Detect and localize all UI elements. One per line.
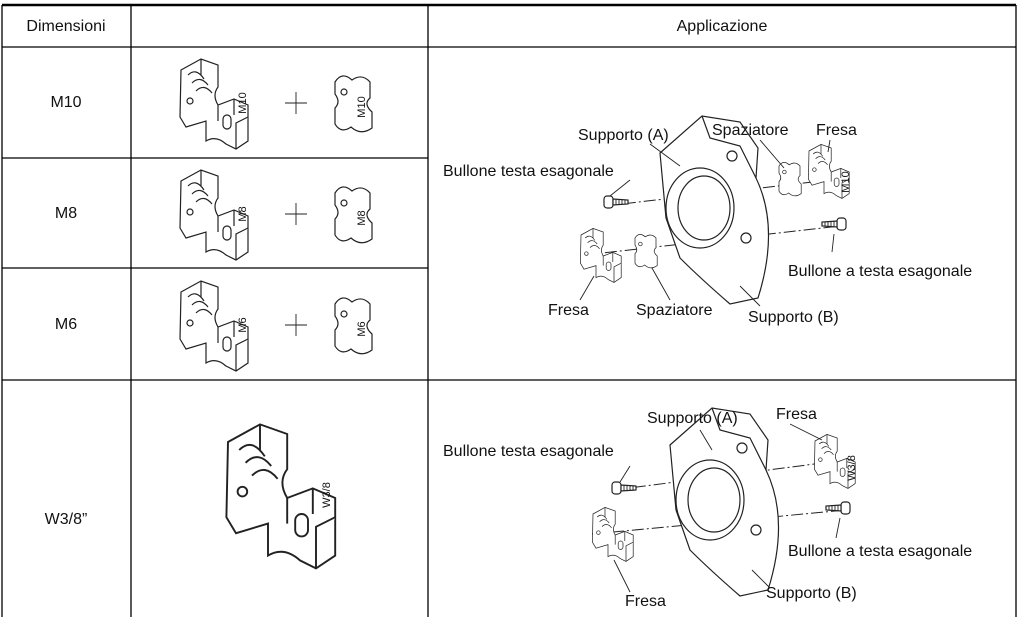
assembly-diagram: M10 Supporto (A) Spaziatore Fresa Bullon… [443,115,972,326]
part-mark: W3/8 [846,455,858,481]
parts-m8: M8 M8 [179,169,373,261]
parts-m10: M10 M10 [179,58,373,150]
part-mark: M8 [237,206,249,221]
callout: Supporto (B) [766,585,857,602]
callout: Fresa [776,406,817,423]
callout: Fresa [548,302,589,319]
callout: Supporto (A) [578,127,669,144]
callout: Fresa [816,122,857,139]
part-mark: W3/8 [321,482,333,508]
assembly-diagram: W3/8 Supporto (A) Fresa Bullone testa es… [443,406,972,610]
callout: Supporto (A) [647,410,738,427]
part-mark: M6 [237,317,249,332]
part-mark: M8 [356,210,368,225]
callout: Bullone testa esagonale [443,163,614,180]
size-cell: M8 [55,205,77,222]
header-cell: Dimensioni [26,18,105,35]
size-cell: M6 [55,316,77,333]
callout: Spaziatore [636,302,713,319]
header-cell: Applicazione [677,18,768,35]
size-cell: W3/8” [45,511,88,528]
part-mark: M10 [840,171,852,192]
callout: Bullone testa esagonale [443,443,614,460]
callout: Spaziatore [712,122,789,139]
part-mark: M6 [356,321,368,336]
part-mark: M10 [356,96,368,117]
parts-w38: W3/8 [225,423,337,570]
size-cell: M10 [50,94,81,111]
callout: Bullone a testa esagonale [788,263,972,280]
callout: Supporto (B) [748,309,839,326]
callout: Fresa [625,593,666,610]
callout: Bullone a testa esagonale [788,543,972,560]
part-mark: M10 [237,92,249,113]
parts-m6: M6 M6 [179,280,373,372]
